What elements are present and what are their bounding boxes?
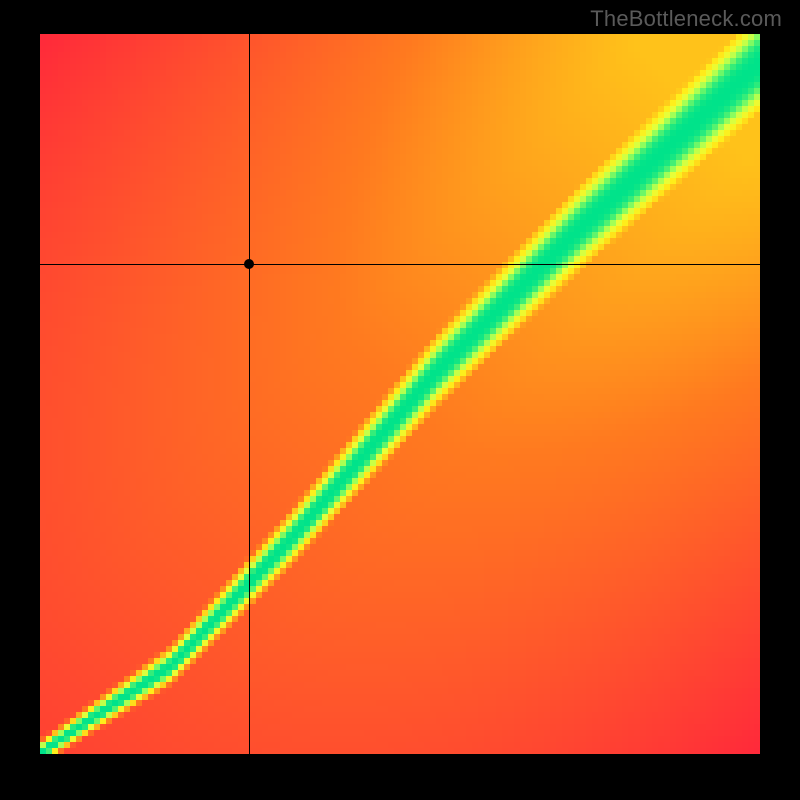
watermark-text: TheBottleneck.com <box>590 6 782 32</box>
bottleneck-heatmap <box>40 34 760 754</box>
crosshair-horizontal <box>40 264 760 265</box>
crosshair-vertical <box>249 34 250 754</box>
target-marker <box>244 259 254 269</box>
plot-area <box>40 34 760 754</box>
